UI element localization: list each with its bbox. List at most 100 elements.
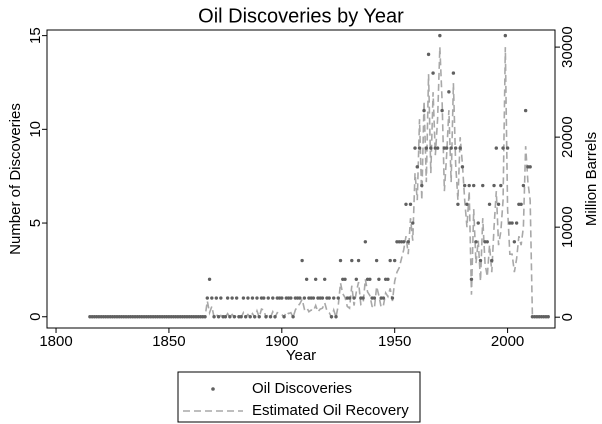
discovery-point (323, 277, 327, 281)
discovery-point (268, 315, 273, 319)
discovery-point (377, 277, 381, 281)
discovery-point (411, 221, 415, 225)
discovery-point (472, 183, 476, 188)
discovery-point (219, 296, 223, 300)
y2-axis-label: Million Barrels (583, 132, 600, 226)
discovery-point (304, 277, 309, 281)
discovery-point (311, 296, 316, 300)
discovery-point (372, 296, 377, 300)
y-tick-label: 5 (27, 219, 44, 227)
y2-tick-label: 20000 (559, 116, 576, 158)
discovery-point (232, 315, 237, 319)
discovery-point (469, 277, 474, 281)
discovery-point (392, 258, 397, 263)
discovery-point (363, 240, 368, 244)
y2-tick-label: 0 (559, 313, 576, 321)
discovery-point (510, 221, 514, 225)
discovery-point (458, 146, 462, 150)
discovery-point (352, 296, 356, 300)
discovery-point (239, 315, 243, 319)
discovery-point (447, 90, 451, 94)
discovery-point (496, 202, 501, 207)
discovery-point (408, 202, 413, 207)
discovery-point (212, 315, 216, 319)
discovery-point (374, 258, 379, 263)
discovery-point (514, 221, 519, 225)
discovery-point (203, 315, 207, 319)
y-tick-label: 0 (27, 313, 44, 321)
x-tick-label: 1850 (152, 333, 185, 350)
discovery-point (501, 146, 505, 150)
discovery-point (250, 296, 255, 300)
discovery-point (487, 202, 492, 207)
discovery-point (494, 146, 498, 150)
y-axis-label: Number of Discoveries (7, 103, 24, 255)
x-tick-label: 2000 (491, 333, 524, 350)
discovery-point (207, 277, 212, 281)
discovery-point (246, 296, 250, 300)
discovery-point (350, 258, 354, 263)
discovery-point (519, 202, 523, 207)
discovery-point (415, 165, 419, 169)
discovery-point (499, 183, 503, 188)
discovery-point (478, 258, 483, 263)
x-tick-label: 1950 (378, 333, 411, 350)
discovery-point (262, 296, 266, 300)
chart-title: Oil Discoveries by Year (198, 5, 404, 27)
discovery-point (343, 277, 347, 281)
discovery-point (264, 315, 268, 319)
discovery-point (257, 315, 261, 319)
discovery-point (329, 315, 334, 319)
discovery-point (438, 33, 442, 38)
discovery-point (234, 296, 239, 300)
discovery-point (528, 165, 532, 169)
discovery-point (390, 296, 395, 300)
discovery-point (381, 296, 386, 300)
discovery-point (490, 258, 494, 263)
discovery-point (205, 296, 210, 300)
discovery-point (456, 202, 460, 207)
discovery-point (266, 296, 270, 300)
discovery-point (449, 146, 453, 150)
discovery-point (404, 202, 408, 207)
discovery-point (347, 296, 352, 300)
discovery-point (460, 165, 465, 169)
discovery-point (320, 296, 325, 300)
discovery-point (280, 296, 284, 300)
discovery-point (223, 315, 228, 319)
discovery-point (282, 315, 286, 319)
discovery-point (300, 258, 304, 263)
legend-box (177, 371, 421, 423)
x-tick-label: 1800 (39, 333, 72, 350)
discovery-point (354, 277, 359, 281)
y-tick-label: 15 (27, 27, 44, 44)
discovery-point (298, 296, 302, 300)
discovery-point (451, 71, 456, 75)
discovery-point (417, 146, 422, 150)
discovery-point (241, 296, 246, 300)
discovery-point (228, 315, 232, 319)
discovery-point (253, 315, 257, 319)
discovery-point (302, 296, 307, 300)
discovery-point (216, 315, 221, 319)
legend-label: Estimated Oil Recovery (252, 402, 409, 419)
discovery-point (474, 240, 478, 244)
discovery-point (546, 315, 550, 319)
discovery-point (332, 296, 336, 300)
discovery-point (476, 221, 480, 225)
discovery-point (225, 296, 230, 300)
discovery-point (481, 183, 485, 188)
discovery-point (230, 296, 234, 300)
discovery-point (453, 146, 458, 150)
discovery-point (492, 183, 496, 188)
discovery-point (440, 108, 444, 113)
y-tick-label: 10 (27, 121, 44, 138)
discovery-point (338, 258, 343, 263)
discovery-point (271, 296, 275, 300)
discovery-point (523, 108, 528, 113)
discovery-point (402, 240, 406, 244)
discovery-point (361, 296, 365, 300)
discovery-point (521, 183, 526, 188)
discovery-point (210, 296, 214, 300)
